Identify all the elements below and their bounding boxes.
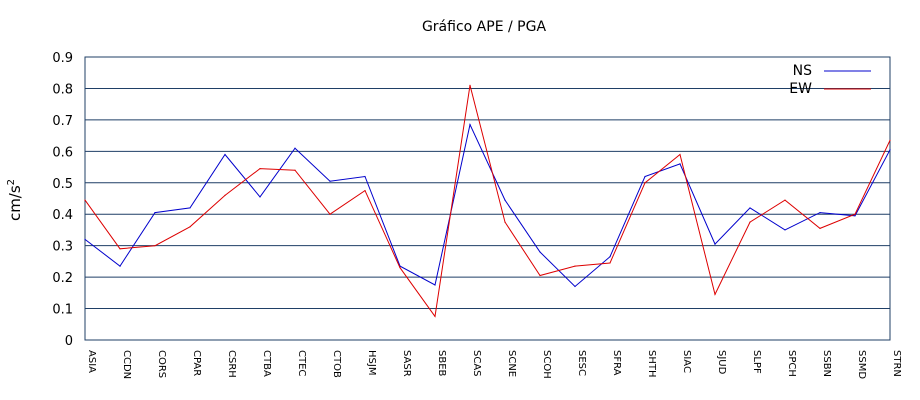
series-line-ew xyxy=(84,85,891,318)
y-axis-label: cm/s2 xyxy=(6,179,24,221)
y-tick-label: 0.2 xyxy=(52,271,73,286)
x-tick-label: SASR xyxy=(401,350,412,377)
data-point-ns xyxy=(504,199,506,201)
y-tick-label: 0 xyxy=(65,334,73,349)
x-tick-label: SIAC xyxy=(681,350,692,373)
x-tick-label: CTOB xyxy=(331,350,342,378)
y-tick-label: 0.8 xyxy=(52,82,73,97)
data-point-ew xyxy=(889,139,891,141)
data-point-ew xyxy=(189,226,191,228)
x-tick-label: SSMD xyxy=(856,350,867,379)
data-point-ew xyxy=(364,190,366,192)
data-point-ns xyxy=(434,284,436,286)
data-point-ns xyxy=(329,180,331,182)
y-tick-label: 0.1 xyxy=(52,303,73,318)
x-tick-label: SESC xyxy=(576,350,587,376)
data-point-ns xyxy=(784,229,786,231)
x-tick-label: SPCH xyxy=(786,350,797,377)
x-tick-label: HSJM xyxy=(366,350,377,375)
x-tick-label: CSRH xyxy=(226,350,237,378)
data-point-ew xyxy=(854,213,856,215)
x-tick-label: SJUD xyxy=(716,350,727,375)
x-tick-label: SCOH xyxy=(541,350,552,379)
data-point-ew xyxy=(294,169,296,171)
data-point-ns xyxy=(364,175,366,178)
data-point-ns xyxy=(679,163,681,165)
data-point-ns xyxy=(574,285,576,288)
data-point-ew xyxy=(119,248,121,250)
data-point-ew xyxy=(679,153,681,156)
legend-label-ns: NS xyxy=(793,63,812,79)
data-point-ew xyxy=(609,262,611,264)
svg-text:cm/s2: cm/s2 xyxy=(6,179,24,221)
data-point-ns xyxy=(469,124,471,126)
y-tick-label: 0.9 xyxy=(52,51,73,66)
data-point-ns xyxy=(609,256,611,258)
data-point-ns xyxy=(119,265,121,267)
data-point-ns xyxy=(749,207,751,209)
data-point-ns xyxy=(294,147,296,149)
data-point-ew xyxy=(259,168,261,170)
data-point-ns xyxy=(644,175,646,178)
data-point-ns xyxy=(714,243,716,245)
data-point-ns xyxy=(224,153,226,156)
x-tick-label: SCAS xyxy=(471,350,482,377)
series-line-ns xyxy=(84,123,891,288)
data-point-ns xyxy=(854,215,856,217)
x-tick-label: SSBN xyxy=(821,350,832,377)
data-point-ew xyxy=(504,221,506,223)
data-point-ew xyxy=(469,84,471,86)
y-tick-label: 0.5 xyxy=(52,177,73,192)
x-tick-label: ASIA xyxy=(86,350,97,373)
y-axis-label-superscript: 2 xyxy=(6,179,17,185)
data-point-ew xyxy=(539,274,541,277)
x-tick-label: SHTH xyxy=(646,350,657,378)
data-point-ns xyxy=(819,212,821,214)
y-tick-label: 0.4 xyxy=(52,208,73,223)
x-tick-label: SBEB xyxy=(436,350,447,377)
data-point-ew xyxy=(784,199,786,201)
data-point-ew xyxy=(749,221,751,223)
y-tick-label: 0.6 xyxy=(52,145,73,160)
data-point-ew xyxy=(434,315,436,318)
data-point-ew xyxy=(819,227,821,229)
y-tick-label: 0.7 xyxy=(52,114,73,129)
data-point-ns xyxy=(889,149,891,151)
data-point-ns xyxy=(189,207,191,209)
data-point-ew xyxy=(574,265,576,267)
plot-area xyxy=(84,56,891,341)
data-point-ew xyxy=(644,182,646,184)
data-point-ew xyxy=(84,199,86,201)
data-point-ns xyxy=(154,212,156,214)
data-point-ns xyxy=(84,238,86,240)
legend-label-ew: EW xyxy=(789,81,812,97)
data-point-ew xyxy=(154,245,156,247)
x-tick-label: CORS xyxy=(156,350,167,378)
x-tick-label: STRN xyxy=(891,350,902,377)
x-tick-label: CPAR xyxy=(191,350,202,376)
data-point-ew xyxy=(224,194,226,196)
y-axis-label-text: cm/s xyxy=(6,185,24,221)
data-point-ew xyxy=(329,213,331,215)
chart-title: Gráfico APE / PGA xyxy=(422,19,546,35)
x-tick-label: SCNE xyxy=(506,350,517,377)
x-tick-label: SFRA xyxy=(611,350,622,376)
x-tick-label: CCDN xyxy=(121,350,132,379)
x-tick-label: CTBA xyxy=(261,350,272,377)
data-point-ew xyxy=(714,293,716,296)
data-point-ns xyxy=(259,196,261,198)
x-tick-label: SLPF xyxy=(751,350,762,374)
y-tick-label: 0.3 xyxy=(52,240,73,255)
x-tick-label: CTEC xyxy=(296,350,307,376)
data-point-ew xyxy=(399,267,401,269)
data-point-ns xyxy=(539,251,541,253)
